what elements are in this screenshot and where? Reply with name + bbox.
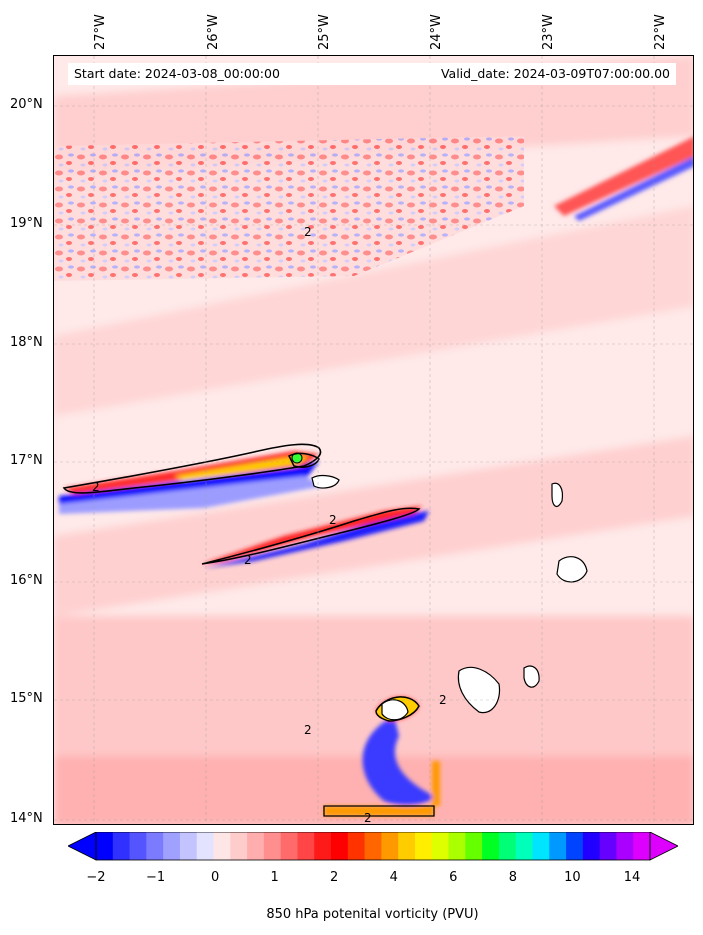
colorbar-cell: [431, 832, 450, 860]
colorbar-cell: [498, 832, 517, 860]
colorbar-cell: [448, 832, 466, 860]
pv-east-strip: [432, 761, 440, 806]
start-date-text: Start date: 2024-03-08_00:00:00: [74, 66, 280, 81]
pv-ne-streak-blue: [574, 156, 693, 221]
island-maio: [523, 665, 540, 688]
lon-label-23w: 23°W: [541, 14, 556, 50]
pv-band2-contour: [201, 507, 421, 565]
contour-label: 2: [244, 553, 252, 567]
colorbar-tick-label: 4: [389, 870, 398, 885]
island-sao-nicolau: [311, 474, 340, 489]
lat-label-19n: 19°N: [10, 216, 43, 231]
pv-band-north: [54, 206, 693, 416]
colorbar-tick-label: −1: [146, 870, 166, 885]
pv-band1-blue-halo: [59, 476, 324, 514]
pv-ne-streak: [554, 136, 693, 216]
colorbar-tick-label: 0: [210, 870, 220, 885]
colorbar-cell: [331, 832, 349, 860]
lat-label-15n: 15°N: [10, 691, 43, 706]
colorbar-cell: [549, 832, 567, 860]
colorbar-cell: [616, 832, 634, 860]
colorbar-cell: [566, 832, 584, 860]
colorbar-cell: [314, 832, 332, 860]
colorbar-cell: [213, 832, 231, 860]
colorbar-cell: [582, 832, 601, 860]
valid-date-text: Valid_date: 2024-03-09T07:00:00.00: [440, 66, 670, 81]
colorbar-tick-label: 8: [508, 870, 518, 885]
colorbar-tick-label: 2: [330, 870, 339, 885]
pv-band1-red: [64, 451, 319, 494]
colorbar-cell: [230, 832, 248, 860]
pv-swirl-blue: [362, 716, 434, 806]
contour-label: 2: [304, 723, 312, 737]
lon-label-22w: 22°W: [653, 14, 668, 50]
colorbar-cell: [96, 832, 114, 860]
pv-band1-blue: [59, 461, 319, 506]
lon-label-27w: 27°W: [93, 14, 108, 50]
lat-label-17n: 17°N: [10, 453, 43, 468]
colorbar-cell: [247, 832, 265, 860]
pv-field: 2 2 2 2 2 2 2: [54, 56, 693, 825]
colorbar-cell: [381, 832, 399, 860]
island-sal: [551, 482, 564, 508]
lat-label-16n: 16°N: [10, 573, 43, 588]
contour-label: 2: [304, 225, 312, 239]
pv-south-strip: [324, 806, 434, 816]
colorbar-cell: [515, 832, 533, 860]
colorbar-cell: [179, 832, 198, 860]
colorbar-cell: [196, 832, 215, 860]
colorbar-cell: [465, 832, 483, 860]
date-info-box: Start date: 2024-03-08_00:00:00 Valid_da…: [68, 63, 676, 85]
island-santo-antao: [287, 452, 320, 468]
lon-label-24w: 24°W: [429, 14, 444, 50]
map-panel: 2 2 2 2 2 2 2: [53, 55, 694, 825]
lat-label-20n: 20°N: [10, 97, 43, 112]
island-boa-vista: [556, 556, 588, 583]
colorbar-cell: [364, 832, 382, 860]
pv-speckle-region: [54, 136, 524, 281]
colorbar-cell: [482, 832, 500, 860]
colorbar-cell: [532, 832, 550, 860]
colorbar-cell: [633, 832, 651, 860]
colorbar-tick-label: 1: [270, 870, 279, 885]
contour-label: 2: [439, 693, 447, 707]
contour-label: 2: [329, 513, 337, 527]
colorbar-cell: [599, 832, 617, 860]
colorbar-cell: [347, 832, 366, 860]
contour-label: 2: [92, 480, 100, 494]
colorbar-cell: [280, 832, 298, 860]
colorbar: [68, 832, 678, 861]
colorbar-cell: [297, 832, 315, 860]
colorbar-tick-label: 10: [564, 870, 581, 885]
colorbar-tick-label: 6: [449, 870, 458, 885]
colorbar-title: 850 hPa potenital vorticity (PVU): [266, 907, 479, 922]
pv-band1-yellow: [174, 456, 309, 480]
colorbar-tick-label: −2: [86, 870, 106, 885]
colorbar-tick-label: 14: [623, 870, 641, 885]
pv-south-strip-contour: [323, 805, 435, 817]
colorbar-high-arrow: [649, 832, 678, 861]
colorbar-cell: [163, 832, 181, 860]
colorbar-cell: [398, 832, 416, 860]
lon-label-25w: 25°W: [317, 14, 332, 50]
colorbar-frame: [95, 832, 651, 861]
colorbar-cell: [414, 832, 433, 860]
contour-label: 2: [364, 811, 372, 825]
lon-label-26w: 26°W: [206, 14, 221, 50]
colorbar-cell: [146, 832, 164, 860]
colorbar-cell: [263, 832, 282, 860]
lat-label-14n: 14°N: [10, 811, 43, 826]
colorbar-cell: [112, 832, 131, 860]
lat-label-18n: 18°N: [10, 335, 43, 350]
island-santiago: [457, 666, 501, 714]
colorbar-low-arrow: [68, 832, 97, 861]
colorbar-cell: [129, 832, 147, 860]
